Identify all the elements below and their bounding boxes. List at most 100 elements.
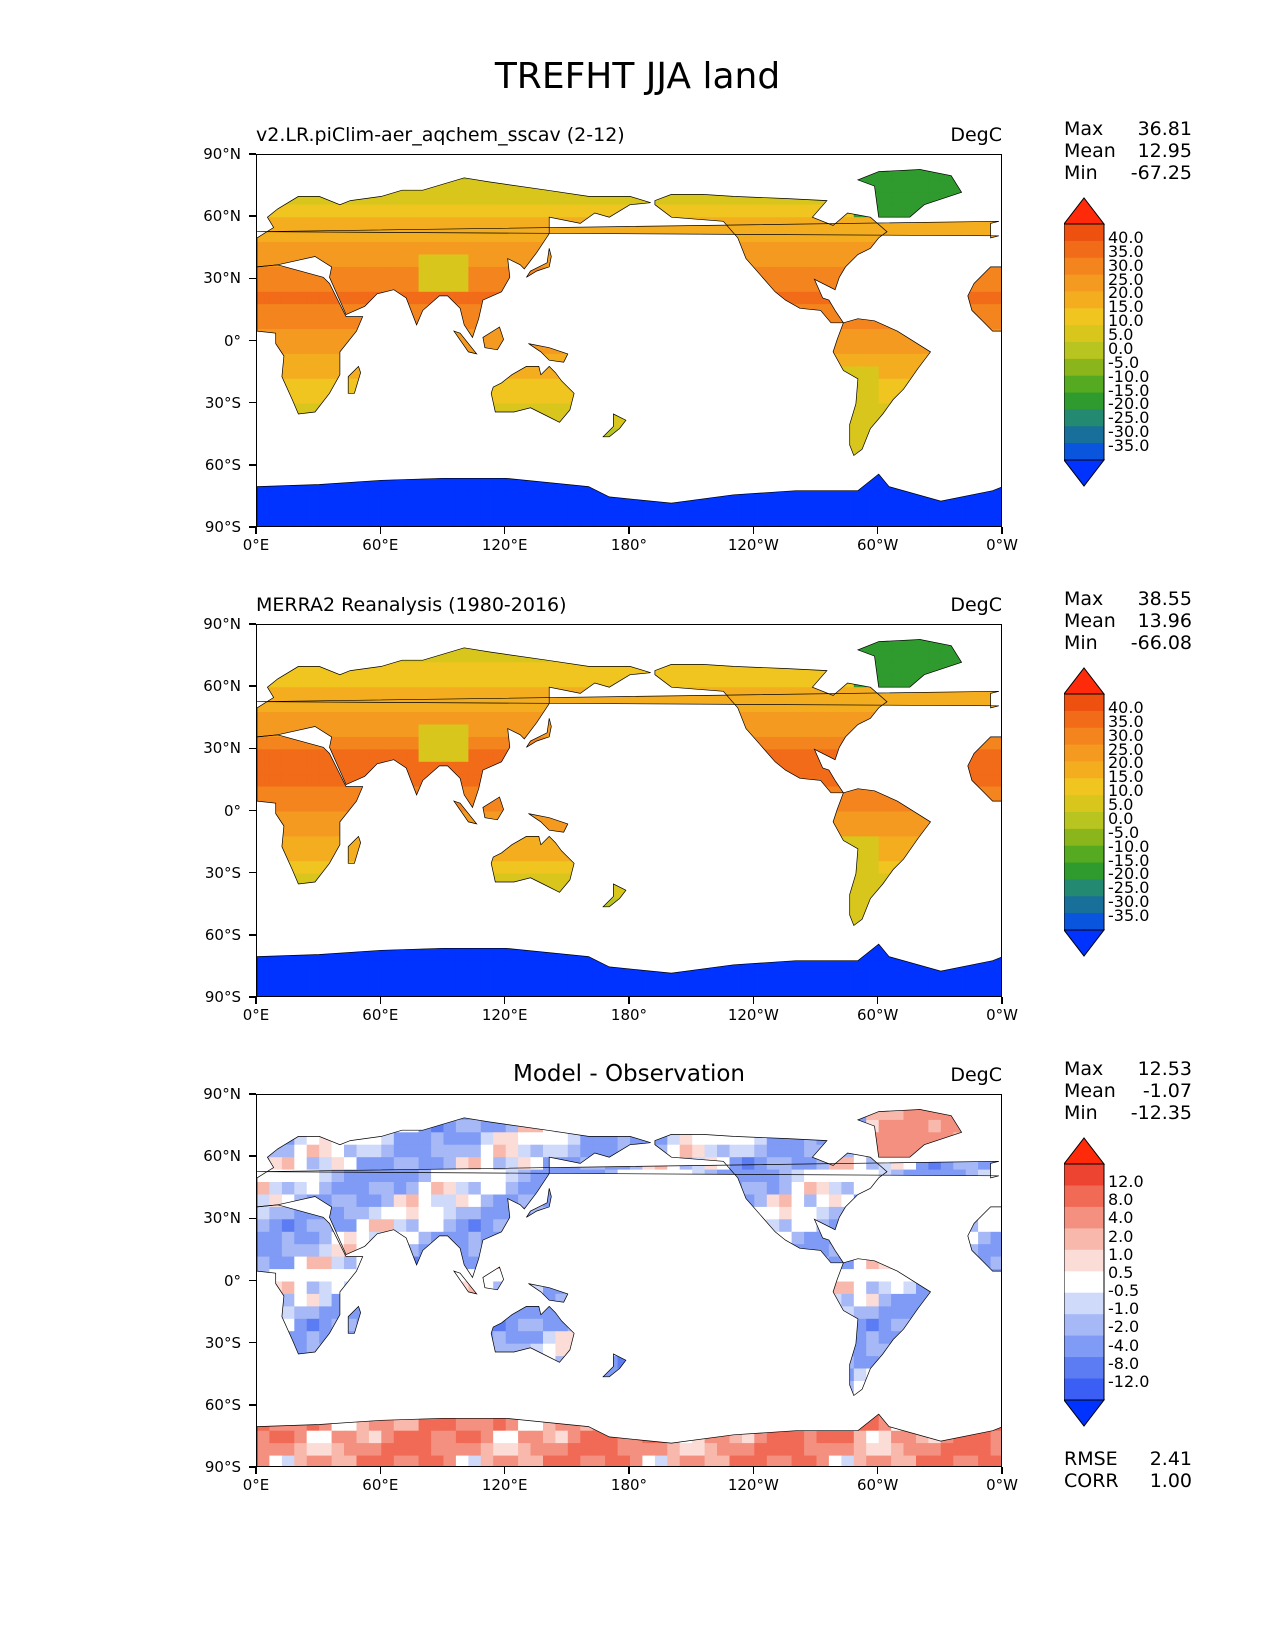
grid-cell	[505, 503, 519, 517]
grid-cell	[841, 416, 855, 430]
grid-cell	[592, 1194, 606, 1208]
grid-cell	[257, 836, 270, 850]
grid-cell	[493, 416, 507, 430]
grid-cell	[269, 848, 283, 862]
model-colorbar: 40.0 35.0 30.0 25.0 20.0 15.0 10.0 5.0 0.0 -5.0 -1…	[1062, 196, 1184, 496]
grid-cell	[965, 441, 979, 454]
grid-cell	[543, 316, 556, 330]
grid-cell	[617, 1269, 631, 1283]
grid-cell	[642, 1144, 656, 1158]
grid-cell	[543, 1269, 556, 1283]
grid-cell	[667, 662, 681, 676]
grid-cell	[331, 1318, 345, 1332]
grid-cell	[431, 973, 445, 987]
grid-cell	[928, 366, 942, 380]
grid-cell	[841, 478, 855, 492]
grid-cell	[940, 179, 954, 193]
grid-cell	[592, 266, 606, 280]
grid-cell	[692, 378, 706, 392]
grid-cell	[928, 973, 942, 987]
grid-cell	[319, 229, 333, 243]
grid-cell	[480, 204, 494, 218]
grid-cell	[281, 687, 295, 701]
grid-cell	[928, 985, 942, 996]
grid-cell	[418, 662, 432, 676]
grid-cell	[990, 192, 1001, 206]
grid-cell	[816, 453, 830, 467]
x-tick-label: 60°W	[856, 1006, 899, 1024]
grid-cell	[754, 391, 768, 405]
grid-cell	[729, 848, 743, 862]
grid-cell	[592, 1331, 606, 1345]
grid-cell	[804, 1244, 818, 1258]
grid-cell	[344, 169, 357, 181]
grid-cell	[953, 1144, 967, 1158]
grid-cell	[642, 391, 656, 405]
grid-cell	[766, 1281, 780, 1295]
grid-cell	[381, 1206, 395, 1220]
grid-cell	[878, 204, 892, 218]
grid-cell	[779, 1318, 793, 1332]
grid-cell	[953, 811, 967, 825]
grid-cell	[393, 1244, 407, 1258]
grid-cell	[953, 736, 967, 750]
grid-cell	[418, 1256, 432, 1270]
grid-cell	[468, 179, 482, 193]
grid-cell	[368, 1132, 382, 1146]
grid-cell	[592, 1256, 606, 1270]
x-tick-label: 0°W	[986, 536, 1018, 554]
grid-cell	[953, 217, 967, 231]
grid-cell	[468, 242, 482, 255]
grid-cell	[269, 229, 283, 243]
grid-cell	[928, 1095, 941, 1108]
grid-cell	[654, 403, 668, 417]
grid-cell	[916, 1169, 929, 1183]
grid-cell	[418, 898, 432, 912]
grid-cell	[580, 1169, 594, 1183]
grid-cell	[282, 155, 295, 168]
grid-cell	[630, 478, 643, 492]
grid-cell	[841, 490, 855, 504]
grid-cell	[990, 836, 1001, 850]
grid-cell	[306, 403, 320, 417]
grid-cell	[692, 453, 706, 467]
grid-cell	[493, 1119, 507, 1133]
grid-cell	[978, 724, 992, 738]
grid-cell	[916, 465, 929, 479]
grid-cell	[294, 1256, 308, 1270]
grid-cell	[269, 674, 283, 688]
grid-cell	[828, 1306, 842, 1320]
grid-cell	[916, 935, 929, 949]
grid-cell	[754, 1109, 768, 1121]
grid-cell	[679, 749, 693, 763]
grid-cell	[878, 254, 892, 268]
grid-cell	[903, 1331, 917, 1345]
grid-cell	[804, 699, 818, 713]
grid-cell	[990, 366, 1001, 380]
grid-cell	[630, 453, 643, 467]
grid-cell	[853, 353, 867, 367]
grid-cell	[940, 1293, 954, 1307]
grid-cell	[654, 329, 668, 343]
grid-cell	[791, 985, 805, 996]
grid-cell	[406, 1318, 420, 1332]
grid-cell	[853, 179, 867, 193]
grid-cell	[791, 179, 805, 193]
grid-cell	[306, 687, 320, 701]
grid-cell	[269, 169, 283, 181]
grid-cell	[853, 304, 867, 318]
grid-cell	[816, 923, 830, 937]
grid-cell	[891, 515, 905, 526]
grid-cell	[468, 1219, 482, 1233]
grid-cell	[257, 1144, 270, 1158]
grid-cell	[543, 973, 556, 987]
grid-cell	[891, 428, 905, 442]
grid-cell	[692, 712, 706, 725]
grid-cell	[704, 1318, 718, 1332]
grid-cell	[406, 229, 420, 243]
grid-cell	[928, 229, 942, 243]
grid-cell	[741, 242, 755, 255]
grid-cell	[953, 1269, 967, 1283]
grid-cell	[940, 304, 954, 318]
grid-cell	[455, 873, 469, 887]
